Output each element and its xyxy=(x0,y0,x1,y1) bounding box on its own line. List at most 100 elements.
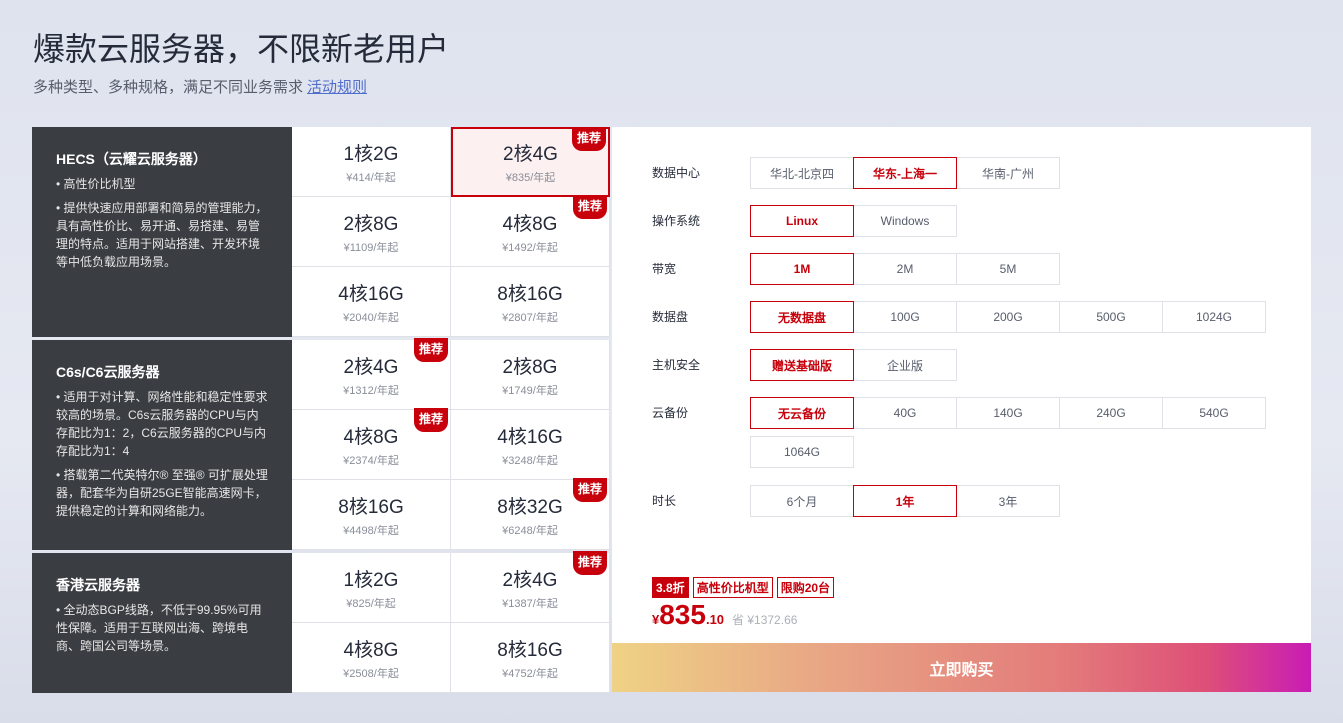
config-row: 数据中心 华北-北京四 华东-上海一 华南-广州 xyxy=(652,157,1270,189)
spec-option[interactable]: 4核16G ¥2040/年起 xyxy=(292,267,451,337)
config-label: 云备份 xyxy=(652,406,689,420)
config-option[interactable]: 华北-北京四 xyxy=(750,157,854,189)
rules-link[interactable]: 活动规则 xyxy=(307,79,368,96)
spec-label: 8核16G xyxy=(497,283,563,305)
subtitle-text: 多种类型、多种规格，满足不同业务需求 xyxy=(33,79,304,96)
spec-price: ¥4752/年起 xyxy=(502,667,558,680)
section-desc-text: • 高性价比机型 xyxy=(56,177,136,191)
config-option[interactable]: 5M xyxy=(956,253,1060,285)
spec-option[interactable]: 推荐 2核4G ¥1312/年起 xyxy=(292,338,451,410)
config-option[interactable]: 40G xyxy=(853,397,957,429)
spec-label: 4核8G xyxy=(343,639,399,661)
config-option[interactable]: 100G xyxy=(853,301,957,333)
config-option[interactable]: 240G xyxy=(1059,397,1163,429)
recommended-badge: 推荐 xyxy=(413,338,448,362)
config-option[interactable]: Windows xyxy=(853,205,957,237)
section-desc-text: • 适用于对计算、网络性能和稳定性要求较高的场景。C6s云服务器的CPU与内存配… xyxy=(56,390,268,458)
config-option[interactable]: 1年 xyxy=(853,485,957,517)
spec-price: ¥1387/年起 xyxy=(502,597,558,610)
spec-option[interactable]: 8核16G ¥4498/年起 xyxy=(292,480,451,550)
config-label: 带宽 xyxy=(652,262,677,276)
discount-tag: 3.8折 xyxy=(652,577,689,598)
config-option[interactable]: 3年 xyxy=(956,485,1060,517)
spec-label: 4核8G xyxy=(343,426,399,448)
buy-now-button[interactable]: 立即购买 xyxy=(612,643,1311,692)
config-options: Linux Windows xyxy=(750,205,1270,237)
price: ¥835.10 省 ¥1372.66 xyxy=(652,599,797,631)
value-tag: 高性价比机型 xyxy=(692,577,773,598)
spec-price: ¥825/年起 xyxy=(346,597,396,610)
recommended-badge: 推荐 xyxy=(571,127,606,151)
config-label: 时长 xyxy=(652,494,677,508)
spec-label: 4核16G xyxy=(497,426,563,448)
spec-option[interactable]: 1核2G ¥414/年起 xyxy=(292,127,451,197)
config-option[interactable]: 1M xyxy=(750,253,854,285)
config-panel: 数据中心 华北-北京四 华东-上海一 华南-广州操作系统 Linux Windows 带宽 1… xyxy=(612,127,1311,692)
spec-option[interactable]: 8核16G ¥2807/年起 xyxy=(451,267,610,337)
spec-label: 1核2G xyxy=(343,143,399,165)
spec-option[interactable]: 推荐 4核8G ¥2374/年起 xyxy=(292,408,451,480)
page-title: 爆款云服务器，不限新老用户 xyxy=(33,31,450,67)
spec-price: ¥6248/年起 xyxy=(502,524,558,537)
config-option[interactable]: Linux xyxy=(750,205,854,237)
recommended-badge: 推荐 xyxy=(572,478,607,502)
spec-option[interactable]: 推荐 4核8G ¥1492/年起 xyxy=(451,195,610,267)
config-options: 无数据盘 100G 200G 500G 1024G xyxy=(750,301,1270,333)
config-label: 主机安全 xyxy=(652,358,701,372)
spec-option[interactable]: 推荐 2核4G ¥835/年起 xyxy=(451,127,610,197)
spec-price: ¥835/年起 xyxy=(505,172,556,184)
config-option[interactable]: 2M xyxy=(853,253,957,285)
product-section: C6s/C6云服务器 • 适用于对计算、网络性能和稳定性要求较高的场景。C6s云服… xyxy=(32,338,610,550)
section-description: HECS（云耀云服务器） • 高性价比机型 • 提供快速应用部署和简易的管理能力，具… xyxy=(32,127,292,337)
config-option[interactable]: 140G xyxy=(956,397,1060,429)
product-section: 香港云服务器 • 全动态BGP线路，不低于99.95%可用性保障。适用于互联网出海… xyxy=(32,551,610,693)
spec-price: ¥3248/年起 xyxy=(502,454,558,467)
spec-option[interactable]: 8核16G ¥4752/年起 xyxy=(451,623,610,693)
currency: ¥ xyxy=(652,612,660,627)
spec-price: ¥1492/年起 xyxy=(502,241,558,254)
page-subtitle: 多种类型、多种规格，满足不同业务需求 活动规则 xyxy=(33,76,367,97)
config-option[interactable]: 6个月 xyxy=(750,485,854,517)
config-option[interactable]: 赠送基础版 xyxy=(750,349,854,381)
spec-grid: 1核2G ¥414/年起 推荐 2核4G ¥835/年起 2核8G ¥1109/年起 推荐 4核… xyxy=(292,127,610,337)
section-title: C6s/C6云服务器 xyxy=(56,364,160,380)
spec-label: 2核4G xyxy=(503,144,558,165)
spec-price: ¥2374/年起 xyxy=(343,454,399,467)
spec-option[interactable]: 推荐 2核4G ¥1387/年起 xyxy=(451,551,610,623)
spec-option[interactable]: 4核16G ¥3248/年起 xyxy=(451,410,610,480)
config-option[interactable]: 无云备份 xyxy=(750,397,854,429)
config-option[interactable]: 华南-广州 xyxy=(956,157,1060,189)
product-section: HECS（云耀云服务器） • 高性价比机型 • 提供快速应用部署和简易的管理能力，具… xyxy=(32,127,610,337)
spec-option[interactable]: 4核8G ¥2508/年起 xyxy=(292,623,451,693)
spec-price: ¥1109/年起 xyxy=(343,241,399,254)
spec-option[interactable]: 2核8G ¥1749/年起 xyxy=(451,340,610,410)
config-label: 操作系统 xyxy=(652,214,701,228)
price-integer: 835 xyxy=(659,599,706,630)
config-option[interactable]: 华东-上海一 xyxy=(853,157,957,189)
savings: 省 ¥1372.66 xyxy=(732,613,798,627)
config-options: 华北-北京四 华东-上海一 华南-广州 xyxy=(750,157,1270,189)
spec-price: ¥4498/年起 xyxy=(343,524,399,537)
config-options: 1M 2M 5M xyxy=(750,253,1270,285)
recommended-badge: 推荐 xyxy=(572,551,607,575)
config-option[interactable]: 1064G xyxy=(750,436,854,468)
limit-tag: 限购20台 xyxy=(776,577,835,598)
config-option[interactable]: 企业版 xyxy=(853,349,957,381)
config-row: 数据盘 无数据盘 100G 200G 500G 1024G xyxy=(652,301,1270,333)
spec-label: 2核8G xyxy=(502,356,558,378)
spec-option[interactable]: 1核2G ¥825/年起 xyxy=(292,553,451,623)
spec-price: ¥1749/年起 xyxy=(502,384,558,397)
spec-label: 8核16G xyxy=(497,639,563,661)
spec-price: ¥2508/年起 xyxy=(343,667,399,680)
config-option[interactable]: 1024G xyxy=(1162,301,1266,333)
config-label: 数据盘 xyxy=(652,310,689,324)
config-options: 赠送基础版 企业版 xyxy=(750,349,1270,381)
spec-option[interactable]: 推荐 8核32G ¥6248/年起 xyxy=(451,478,610,550)
config-option[interactable]: 540G xyxy=(1162,397,1266,429)
spec-option[interactable]: 2核8G ¥1109/年起 xyxy=(292,197,451,267)
config-options: 无云备份 40G 140G 240G 540G 1064G xyxy=(750,397,1270,468)
config-option[interactable]: 500G xyxy=(1059,301,1163,333)
config-option[interactable]: 200G xyxy=(956,301,1060,333)
config-option[interactable]: 无数据盘 xyxy=(750,301,854,333)
spec-label: 2核8G xyxy=(343,213,399,235)
